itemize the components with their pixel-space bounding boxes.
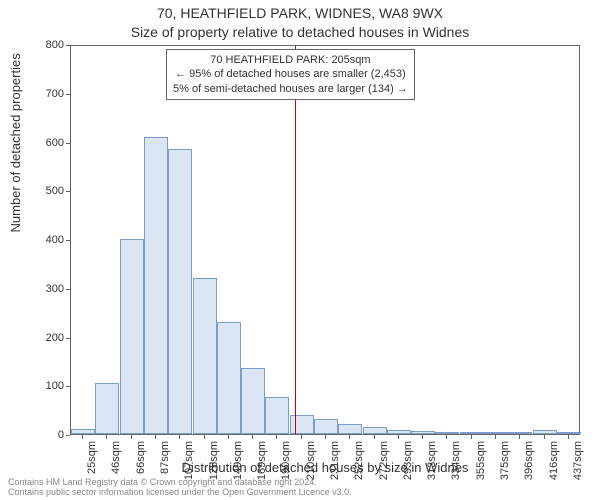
x-tick-mark xyxy=(228,435,229,439)
y-tick-label: 100 xyxy=(30,380,64,392)
histogram-bar xyxy=(484,432,508,434)
annotation-box: 70 HEATHFIELD PARK: 205sqm← 95% of detac… xyxy=(166,49,415,100)
x-tick-mark xyxy=(179,435,180,439)
page-subtitle: Size of property relative to detached ho… xyxy=(0,24,600,40)
y-tick-mark xyxy=(66,386,70,387)
y-tick-mark xyxy=(66,45,70,46)
y-tick-label: 500 xyxy=(30,185,64,197)
x-tick-label: 334sqm xyxy=(450,441,462,491)
x-tick-mark xyxy=(519,435,520,439)
x-tick-label: 272sqm xyxy=(378,441,390,491)
x-tick-mark xyxy=(349,435,350,439)
y-tick-mark xyxy=(66,143,70,144)
histogram-bar xyxy=(363,427,387,434)
y-tick-label: 0 xyxy=(30,429,64,441)
page-title: 70, HEATHFIELD PARK, WIDNES, WA8 9WX xyxy=(0,5,600,21)
x-tick-mark xyxy=(325,435,326,439)
y-tick-mark xyxy=(66,435,70,436)
x-tick-label: 149sqm xyxy=(232,441,244,491)
x-tick-mark xyxy=(252,435,253,439)
footer-line2: Contains public sector information licen… xyxy=(8,488,352,498)
x-tick-label: 416sqm xyxy=(548,441,560,491)
histogram-bar xyxy=(265,397,289,434)
x-tick-label: 128sqm xyxy=(208,441,220,491)
histogram-bar xyxy=(508,432,532,434)
x-tick-label: 313sqm xyxy=(426,441,438,491)
histogram-bar xyxy=(95,383,119,434)
histogram-bar xyxy=(435,432,459,434)
reference-vline xyxy=(295,46,296,434)
y-axis-label: Number of detached properties xyxy=(8,53,23,232)
x-tick-label: 396sqm xyxy=(523,441,535,491)
histogram-bar xyxy=(290,415,314,435)
x-tick-mark xyxy=(204,435,205,439)
x-tick-mark xyxy=(422,435,423,439)
y-tick-mark xyxy=(66,289,70,290)
y-tick-mark xyxy=(66,338,70,339)
x-tick-label: 46sqm xyxy=(110,441,122,491)
histogram-bar xyxy=(338,424,362,434)
x-tick-mark xyxy=(544,435,545,439)
x-tick-mark xyxy=(398,435,399,439)
x-tick-label: 169sqm xyxy=(256,441,268,491)
x-tick-label: 375sqm xyxy=(499,441,511,491)
x-tick-mark xyxy=(495,435,496,439)
x-tick-mark xyxy=(374,435,375,439)
histogram-bar xyxy=(120,239,144,434)
x-tick-label: 210sqm xyxy=(305,441,317,491)
y-tick-label: 700 xyxy=(30,88,64,100)
histogram-bar xyxy=(533,430,557,434)
histogram-bar xyxy=(217,322,241,434)
histogram-bar xyxy=(168,149,192,434)
histogram-bar xyxy=(314,419,338,434)
annotation-line: 5% of semi-detached houses are larger (1… xyxy=(173,82,408,96)
x-tick-label: 25sqm xyxy=(86,441,98,491)
y-tick-mark xyxy=(66,240,70,241)
histogram-bar xyxy=(241,368,265,434)
x-tick-mark xyxy=(301,435,302,439)
x-tick-mark xyxy=(568,435,569,439)
y-tick-mark xyxy=(66,191,70,192)
histogram-bar xyxy=(71,429,95,434)
x-tick-label: 107sqm xyxy=(183,441,195,491)
y-tick-label: 600 xyxy=(30,137,64,149)
histogram-plot: 70 HEATHFIELD PARK: 205sqm← 95% of detac… xyxy=(70,45,580,435)
y-tick-label: 200 xyxy=(30,332,64,344)
y-tick-mark xyxy=(66,94,70,95)
x-tick-label: 355sqm xyxy=(475,441,487,491)
x-tick-label: 437sqm xyxy=(572,441,584,491)
histogram-bar xyxy=(411,431,435,434)
histogram-bar xyxy=(387,430,411,434)
histogram-bar xyxy=(460,432,484,434)
annotation-line: ← 95% of detached houses are smaller (2,… xyxy=(173,67,408,81)
x-tick-mark xyxy=(471,435,472,439)
histogram-bar xyxy=(557,432,581,434)
y-tick-label: 800 xyxy=(30,39,64,51)
histogram-bar xyxy=(193,278,217,434)
x-tick-mark xyxy=(155,435,156,439)
histogram-bar xyxy=(144,137,168,434)
annotation-line: 70 HEATHFIELD PARK: 205sqm xyxy=(173,53,408,67)
x-tick-label: 293sqm xyxy=(402,441,414,491)
x-tick-mark xyxy=(106,435,107,439)
x-tick-label: 66sqm xyxy=(135,441,147,491)
y-tick-label: 300 xyxy=(30,283,64,295)
y-tick-label: 400 xyxy=(30,234,64,246)
footer-attribution: Contains HM Land Registry data © Crown c… xyxy=(8,478,352,498)
x-tick-mark xyxy=(276,435,277,439)
x-tick-mark xyxy=(446,435,447,439)
x-tick-mark xyxy=(131,435,132,439)
x-tick-label: 231sqm xyxy=(329,441,341,491)
x-tick-label: 87sqm xyxy=(159,441,171,491)
x-tick-label: 252sqm xyxy=(353,441,365,491)
x-tick-mark xyxy=(82,435,83,439)
x-tick-label: 190sqm xyxy=(280,441,292,491)
